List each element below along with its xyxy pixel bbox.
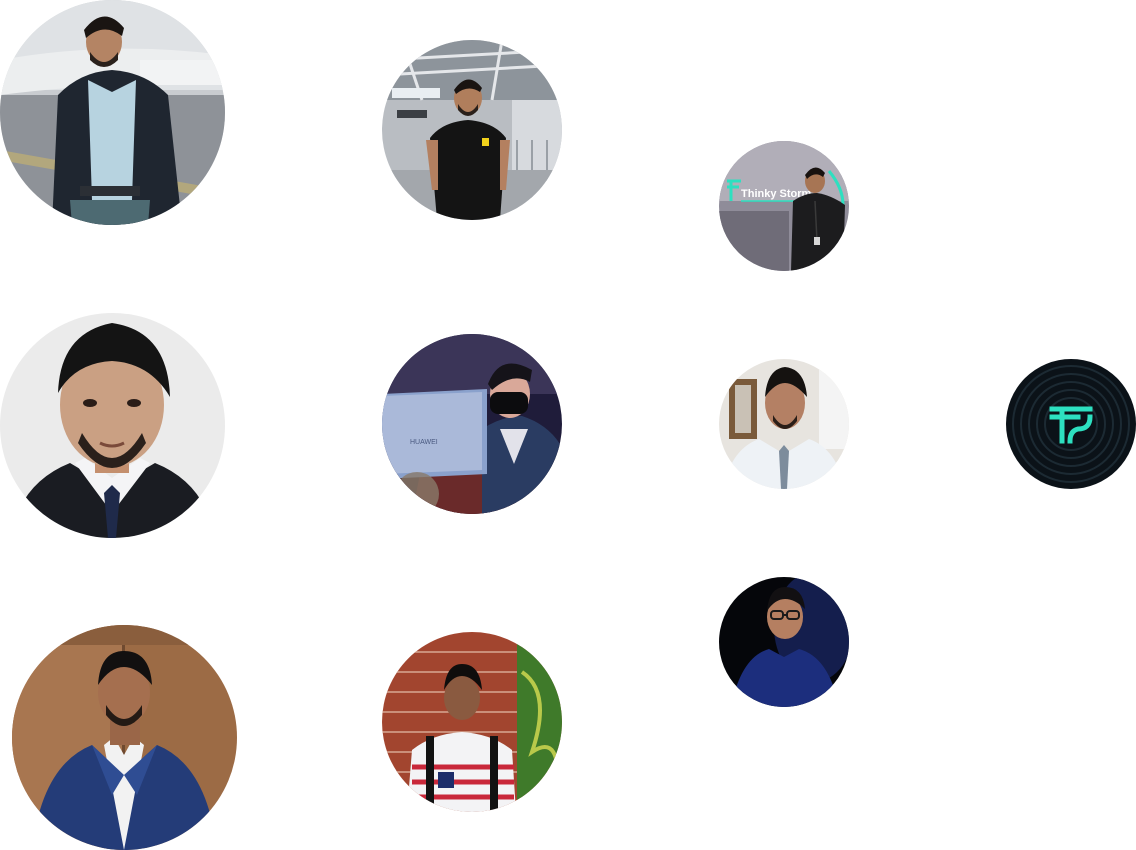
team-member-avatar-10 — [719, 577, 849, 707]
laptop-brand-text: HUAWEI — [410, 439, 438, 446]
avatar-photo-office — [719, 359, 849, 489]
team-member-avatar-6 — [719, 359, 849, 489]
avatar-photo-station — [382, 40, 562, 220]
brand-logo-avatar — [1006, 359, 1136, 489]
thinky-storm-logo-icon — [1006, 359, 1136, 489]
team-member-avatar-2 — [382, 40, 562, 220]
team-member-avatar-9 — [382, 632, 562, 812]
brand-sign-text: Thinky Storm — [741, 188, 812, 200]
avatar-photo-studio — [0, 313, 225, 538]
avatar-photo-laptop: HUAWEI — [382, 334, 562, 514]
avatar-photo-dark-studio — [719, 577, 849, 707]
avatar-photo-office-brand: Thinky Storm — [719, 141, 849, 271]
team-member-avatar-1 — [0, 0, 225, 225]
team-member-avatar-3: Thinky Storm — [719, 141, 849, 271]
avatar-photo-brick-wall — [382, 632, 562, 812]
team-member-avatar-8 — [12, 625, 237, 850]
avatar-photo-airport — [0, 0, 225, 225]
team-member-avatar-5: HUAWEI — [382, 334, 562, 514]
avatar-photo-wood-wall — [12, 625, 237, 850]
team-member-avatar-4 — [0, 313, 225, 538]
